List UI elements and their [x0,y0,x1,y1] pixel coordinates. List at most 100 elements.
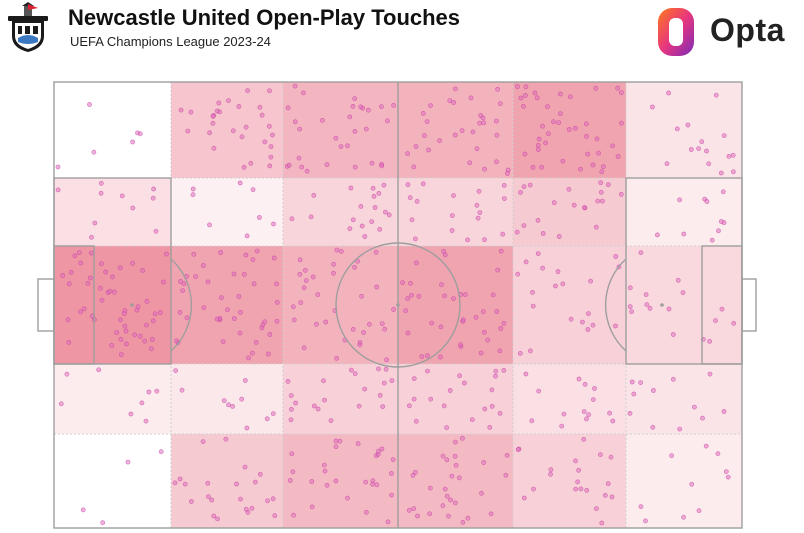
touch-dot [719,306,725,312]
touch-dot [250,187,256,193]
touch-dot [321,462,327,468]
touch-dot [379,163,385,169]
touch-dot [321,378,326,384]
touch-dot [439,282,444,288]
touch-dot [593,224,599,230]
heat-zone-r3-c2 [283,364,398,434]
touch-dot [352,264,357,270]
touch-dot [590,322,596,328]
touch-dot [453,462,459,468]
touch-dot [481,460,487,465]
touch-dot [405,151,410,157]
touch-dot [109,342,115,348]
touch-dot [148,346,154,352]
touch-dot [78,260,84,266]
touch-dot [493,368,499,374]
touch-dot [259,325,265,331]
touch-dot [98,285,103,291]
touch-dot [289,451,295,457]
touch-dot [267,163,273,169]
touch-dot [311,192,317,198]
touch-dot [151,186,156,192]
touch-dot [218,295,224,300]
touch-dot [163,251,169,257]
touch-dot [442,293,447,299]
touch-dot [494,309,500,314]
touch-dot [265,498,270,504]
centre-circle [335,242,461,368]
touch-dot [566,127,572,132]
touch-dot [535,147,541,152]
touch-dot [451,296,456,301]
touch-dot [457,373,462,379]
left-penalty-spot [130,303,134,307]
touch-dot [447,388,453,393]
touch-dot [514,229,520,235]
touch-dot [403,308,408,314]
touch-dot [480,309,486,315]
touch-dot [605,481,611,487]
touch-dot [405,296,410,302]
touch-dot [489,403,495,409]
touch-dot [725,474,731,480]
touch-dot [470,129,476,135]
touch-dot [556,120,562,125]
touch-dot [411,396,417,402]
touch-dot [598,452,603,458]
touch-dot [723,469,729,474]
touch-dot [302,267,308,273]
touch-dot [413,144,419,149]
touch-dot [350,217,356,223]
touch-dot [609,494,615,500]
heat-zone-r1-c1 [171,178,283,246]
touch-dot [535,251,541,256]
touch-dot [265,351,271,357]
touch-dot [498,248,504,254]
touch-dot [244,425,250,431]
touch-dot [388,471,394,476]
touch-dot [477,210,483,215]
touch-dot [322,468,328,474]
touch-dot [670,332,676,337]
touch-dot [580,319,585,325]
touch-dot [590,162,596,168]
touch-dot [586,412,592,417]
touch-dot [250,257,256,263]
touch-dot [485,337,491,343]
touch-dot [285,105,291,111]
touch-dot [309,504,315,510]
touch-dot [267,88,272,94]
touch-dot [540,265,545,271]
touch-dot [666,306,672,312]
touch-dot [681,231,687,237]
touch-dot [180,288,185,293]
touch-dot [670,376,676,382]
touch-dot [98,180,104,186]
touch-dot [451,193,456,198]
touch-dot [469,417,475,423]
touch-dot [324,162,330,168]
heat-zone-r3-c5 [626,364,742,434]
touch-dot [411,506,417,511]
touch-dot [292,83,298,89]
touch-dot [309,479,315,484]
touch-dot [675,277,681,283]
touch-dot [482,237,487,243]
touch-dot [498,326,504,331]
touch-dot [271,255,277,261]
touch-dot [365,107,371,113]
touch-dot [296,155,302,161]
touch-dot [495,86,500,92]
touch-dot [438,324,444,330]
touch-dot [447,98,453,103]
heat-zone-r3-c1 [171,364,283,434]
touch-dot [576,376,582,382]
touch-dot [209,497,215,503]
touch-dot [359,293,364,299]
touch-dot [650,104,655,110]
heat-zone-r0-c2 [283,82,398,178]
touch-dot [288,417,294,423]
touch-dot [568,316,574,322]
touch-dot [242,464,248,470]
touch-dot [481,120,487,126]
